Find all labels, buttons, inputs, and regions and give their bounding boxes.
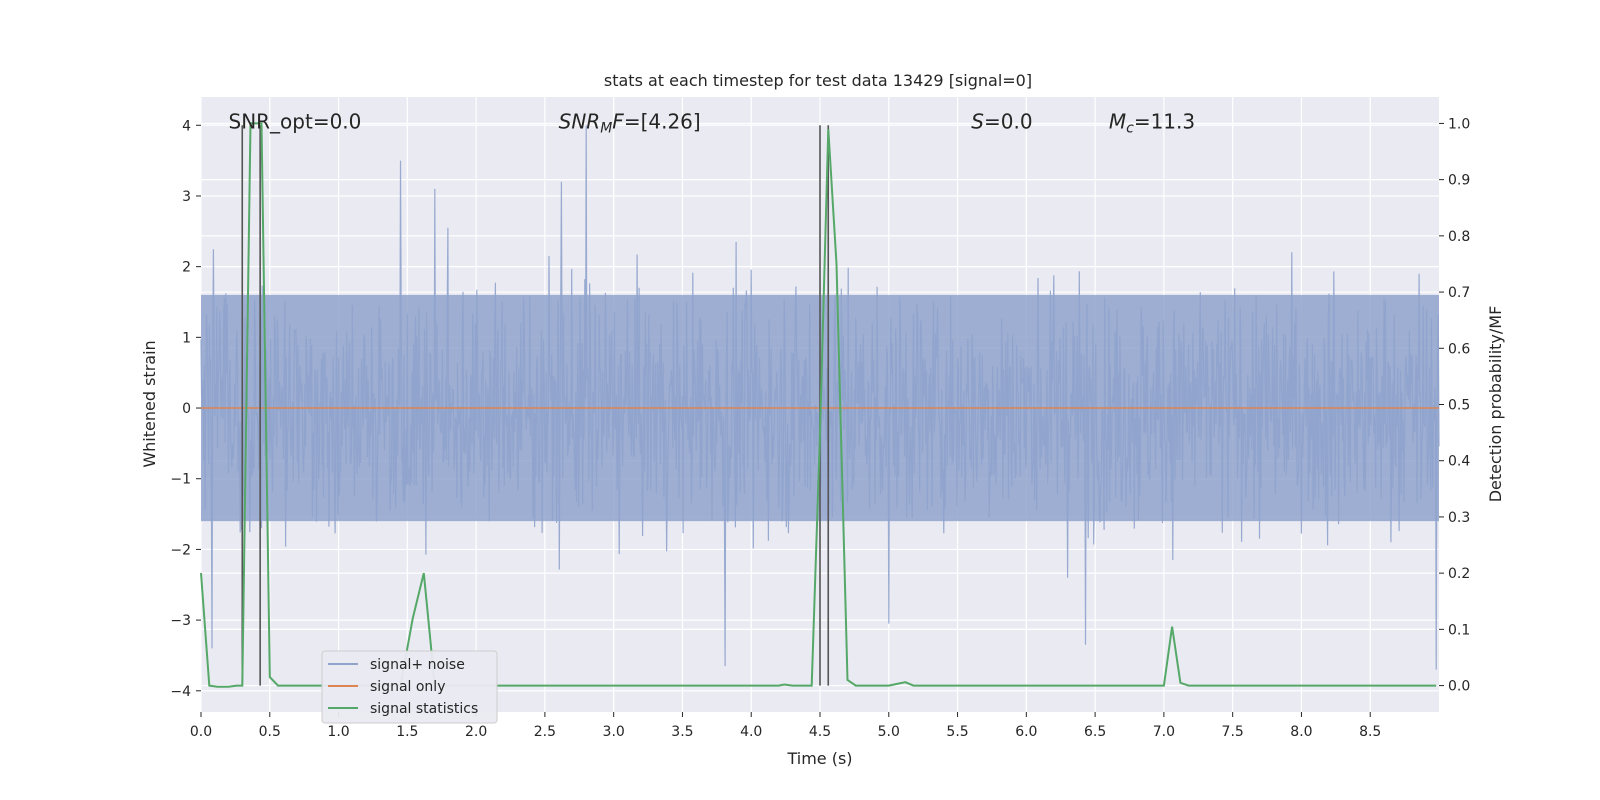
y-right-tick-label: 0.3: [1448, 510, 1470, 526]
y-right-tick-label: 1.0: [1448, 116, 1470, 132]
y-right-tick-label: 0.9: [1448, 173, 1470, 189]
x-tick-label: 2.0: [465, 724, 487, 740]
x-tick-label: 4.5: [809, 724, 831, 740]
annotation-part: S: [971, 110, 984, 134]
annotation-layer: SNR_opt=0.0 SNRMF=[4.26] S=0.0 Mc=11.3: [229, 110, 1196, 137]
legend-box: [321, 650, 498, 724]
legend-label: signal statistics: [370, 701, 478, 717]
annotation-part: c: [1126, 121, 1134, 137]
y-right-tick-label: 0.5: [1448, 398, 1470, 414]
y-axis-label: Whitened strain: [140, 340, 159, 467]
annotation-text: SNR_opt=0.0: [229, 110, 362, 134]
x-tick-label: 3.0: [603, 724, 625, 740]
y-tick-label: 1: [182, 330, 191, 346]
y-right-tick-label: 0.0: [1448, 679, 1470, 695]
x-tick-label: 2.5: [534, 724, 556, 740]
x-tick-label: 7.0: [1153, 724, 1175, 740]
tick-layer: 0.0 0.5 1.0 1.5 2.0 2.5 3.0 3.5 4.0 4.5 5.0 5.5 6.0 6…: [170, 116, 1470, 740]
annotation-part: SNR: [559, 110, 601, 134]
legend-label: signal+ noise: [370, 657, 465, 673]
chart-title: stats at each timestep for test data 134…: [604, 71, 1032, 90]
y-right-tick-label: 0.1: [1448, 622, 1470, 638]
y-tick-label: −4: [170, 684, 191, 700]
legend: signal+ noise signal only signal statistic…: [321, 650, 498, 724]
y-right-tick-label: 0.6: [1448, 341, 1470, 357]
x-tick-label: 8.0: [1290, 724, 1312, 740]
x-tick-label: 5.5: [946, 724, 968, 740]
y-right-tick-label: 0.4: [1448, 454, 1470, 470]
y-tick-label: −1: [170, 472, 191, 488]
x-tick-label: 6.5: [1084, 724, 1106, 740]
annotation-part: F: [612, 110, 624, 134]
legend-label: signal only: [370, 679, 445, 695]
annotation-part: =0.0: [984, 110, 1033, 134]
y-tick-label: −3: [170, 613, 191, 629]
annotation-text: SNRMF=[4.26]: [559, 110, 701, 137]
y-right-tick-label: 0.8: [1448, 229, 1470, 245]
x-tick-label: 1.5: [396, 724, 418, 740]
y-tick-label: 2: [182, 260, 191, 276]
line-series-layer: [200, 122, 1439, 688]
annotation-part: M: [600, 121, 612, 137]
x-tick-label: 7.5: [1222, 724, 1244, 740]
x-tick-label: 3.5: [671, 724, 693, 740]
y-tick-label: −2: [170, 542, 191, 558]
y-tick-label: 0: [182, 401, 191, 417]
x-tick-label: 8.5: [1359, 724, 1381, 740]
annotation-part: =11.3: [1134, 110, 1195, 134]
x-tick-label: 0.0: [190, 724, 212, 740]
x-tick-label: 0.5: [259, 724, 281, 740]
x-axis-label: Time (s): [786, 749, 852, 768]
annotation-part: M: [1109, 110, 1126, 134]
annotation-text: Mc=11.3: [1109, 110, 1195, 137]
y-tick-label: 4: [182, 118, 191, 134]
x-tick-label: 5.0: [878, 724, 900, 740]
y-right-tick-label: 0.2: [1448, 566, 1470, 582]
annotation-part: =[4.26]: [624, 110, 701, 134]
x-tick-label: 1.0: [327, 724, 349, 740]
annotation-text: S=0.0: [971, 110, 1032, 134]
y-right-tick-label: 0.7: [1448, 285, 1470, 301]
y-axis-right-label: Detection probability/MF: [1486, 306, 1505, 503]
annotation-part: SNR_opt=0.0: [229, 110, 362, 134]
x-tick-label: 6.0: [1015, 724, 1037, 740]
y-tick-label: 3: [182, 189, 191, 205]
x-tick-label: 4.0: [740, 724, 762, 740]
series-signal-statistics-line: [200, 122, 1437, 688]
